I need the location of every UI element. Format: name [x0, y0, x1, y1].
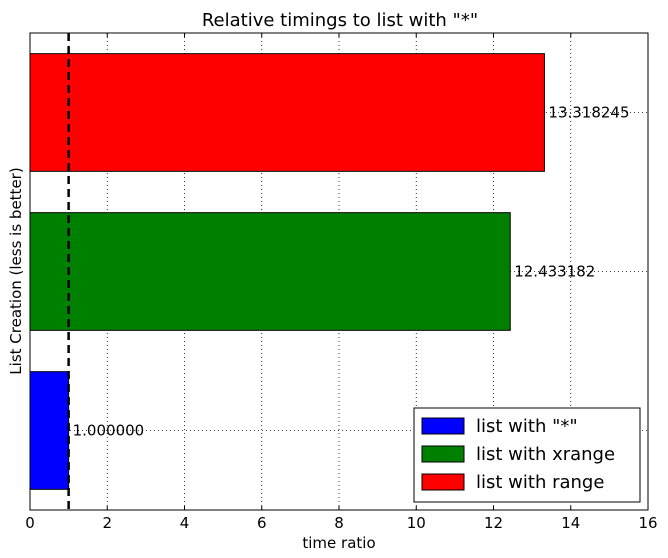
bar — [29, 212, 511, 331]
bar-value-label: 1.000000 — [73, 422, 145, 440]
bar-value-label: 12.433182 — [514, 263, 595, 281]
y-axis-label: List Creation (less is better) — [7, 167, 25, 374]
x-ticks: 0 2 4 6 8 10 12 14 16 — [25, 33, 658, 532]
x-tick-label: 8 — [334, 514, 344, 532]
x-tick-label: 4 — [180, 514, 190, 532]
legend-label: list with "*" — [476, 416, 578, 437]
x-tick-label: 14 — [561, 514, 580, 532]
chart-title: Relative timings to list with "*" — [202, 10, 478, 31]
x-tick-label: 2 — [102, 514, 112, 532]
x-tick-label: 0 — [25, 514, 35, 532]
bar — [29, 53, 545, 172]
data-labels: 1.000000 12.433182 13.318245 — [73, 104, 630, 440]
x-tick-label: 6 — [257, 514, 267, 532]
bar-value-label: 13.318245 — [548, 104, 629, 122]
legend-label: list with xrange — [476, 444, 615, 465]
legend-swatch — [421, 417, 465, 435]
legend-swatch — [421, 473, 465, 491]
legend: list with "*" list with xrange list with r… — [413, 407, 641, 503]
bars — [29, 53, 545, 490]
legend-swatch — [421, 445, 465, 463]
x-tick-label: 10 — [407, 514, 426, 532]
x-axis-label: time ratio — [302, 534, 375, 552]
legend-label: list with range — [476, 472, 604, 493]
bar — [29, 371, 70, 490]
x-tick-label: 12 — [484, 514, 503, 532]
x-tick-label: 16 — [638, 514, 657, 532]
